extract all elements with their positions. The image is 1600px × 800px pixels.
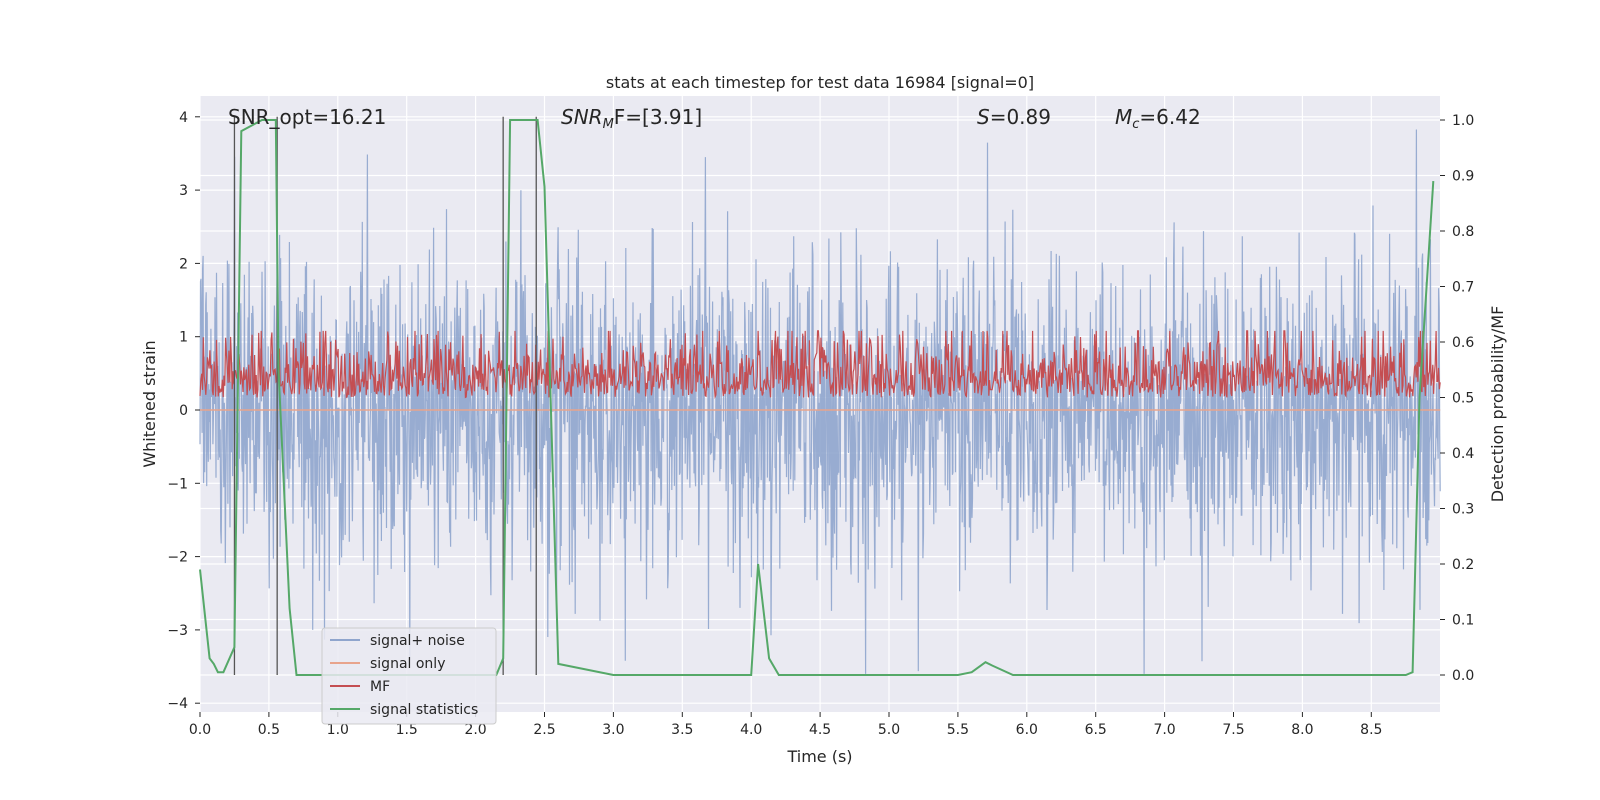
signal-statistics-series (199, 119, 1435, 676)
x-tick-label: 5.0 (878, 722, 900, 738)
y-tick-label: −4 (167, 696, 188, 712)
x-tick-label: 0.0 (189, 722, 211, 738)
chart-title: stats at each timestep for test data 169… (606, 73, 1034, 92)
spin-tail: =0.89 (990, 105, 1051, 129)
legend-box (321, 627, 497, 725)
spin-annotation: S=0.89 (977, 105, 1051, 129)
y2-tick-label: 0.9 (1452, 169, 1474, 185)
legend-label-signal: signal only (370, 656, 445, 672)
x-tick-label: 3.5 (671, 722, 693, 738)
y2-axis-ticks: 0.0 0.1 0.2 0.3 0.4 0.5 0.6 0.7 0.8 0.9 1.0 (1440, 113, 1474, 684)
x-tick-label: 3.0 (602, 722, 624, 738)
y-axis-ticks: −4 −3 −2 −1 0 1 2 3 4 (167, 110, 200, 712)
y2-tick-label: 0.3 (1452, 502, 1474, 518)
spin-main: S (977, 105, 990, 129)
chirp-mass-annotation: Mc=6.42 (1115, 105, 1201, 132)
snr-mf-main: SNR (561, 105, 603, 129)
y2-tick-label: 0.4 (1452, 446, 1474, 462)
x-tick-label: 5.5 (947, 722, 969, 738)
y-tick-label: −1 (167, 476, 188, 492)
x-tick-label: 4.0 (740, 722, 762, 738)
y2-tick-label: 0.1 (1452, 613, 1474, 629)
signal-noise-line (199, 129, 1441, 674)
x-tick-label: 4.5 (809, 722, 831, 738)
mc-sub: c (1132, 117, 1139, 132)
y2-tick-label: 0.2 (1452, 557, 1474, 573)
x-tick-label: 0.5 (258, 722, 280, 738)
signal-noise-series (199, 129, 1441, 674)
x-tick-label: 8.0 (1291, 722, 1313, 738)
legend-label-stat: signal statistics (370, 702, 478, 718)
x-axis-ticks: 0.0 0.5 1.0 1.5 2.0 2.5 3.0 3.5 4.0 4.5 5.0 5.5 6.0 6… (189, 712, 1382, 738)
y-tick-label: −3 (167, 623, 188, 639)
mc-main: M (1115, 105, 1132, 129)
snr-mf-annotation: SNRMF=[3.91] (561, 105, 702, 132)
snr-mf-tail: F=[3.91] (614, 105, 702, 129)
x-tick-label: 6.0 (1016, 722, 1038, 738)
snr-mf-sub: M (603, 117, 614, 132)
x-tick-label: 7.5 (1222, 722, 1244, 738)
mc-tail: =6.42 (1139, 105, 1200, 129)
x-tick-label: 1.0 (327, 722, 349, 738)
y-tick-label: 1 (179, 330, 188, 346)
y2-tick-label: 1.0 (1452, 113, 1474, 129)
snr-opt-annotation: SNR_opt=16.21 (228, 105, 386, 129)
mf-series (199, 330, 1441, 400)
y2-tick-label: 0.6 (1452, 335, 1474, 351)
y-tick-label: 4 (179, 110, 188, 126)
y-tick-label: 0 (179, 403, 188, 419)
y2-tick-label: 0.8 (1452, 224, 1474, 240)
y-tick-label: 3 (179, 183, 188, 199)
y2-tick-label: 0.0 (1452, 668, 1474, 684)
legend-label-noise: signal+ noise (370, 633, 465, 649)
signal-statistics-line (199, 119, 1435, 676)
y-tick-label: 2 (179, 256, 188, 272)
x-tick-label: 2.0 (464, 722, 486, 738)
y2-tick-label: 0.7 (1452, 280, 1474, 296)
y2-axis-label: Detection probability/MF (1488, 306, 1507, 503)
legend-label-mf: MF (370, 679, 390, 695)
x-tick-label: 8.5 (1360, 722, 1382, 738)
x-axis-label: Time (s) (786, 747, 852, 766)
y-tick-label: −2 (167, 550, 188, 566)
y-axis-label: Whitened strain (140, 340, 159, 467)
x-tick-label: 6.5 (1085, 722, 1107, 738)
legend: signal+ noise signal only MF signal stat… (321, 627, 497, 725)
y2-tick-label: 0.5 (1452, 391, 1474, 407)
x-tick-label: 7.0 (1153, 722, 1175, 738)
x-tick-label: 1.5 (396, 722, 418, 738)
x-tick-label: 2.5 (533, 722, 555, 738)
mf-line (199, 330, 1441, 400)
